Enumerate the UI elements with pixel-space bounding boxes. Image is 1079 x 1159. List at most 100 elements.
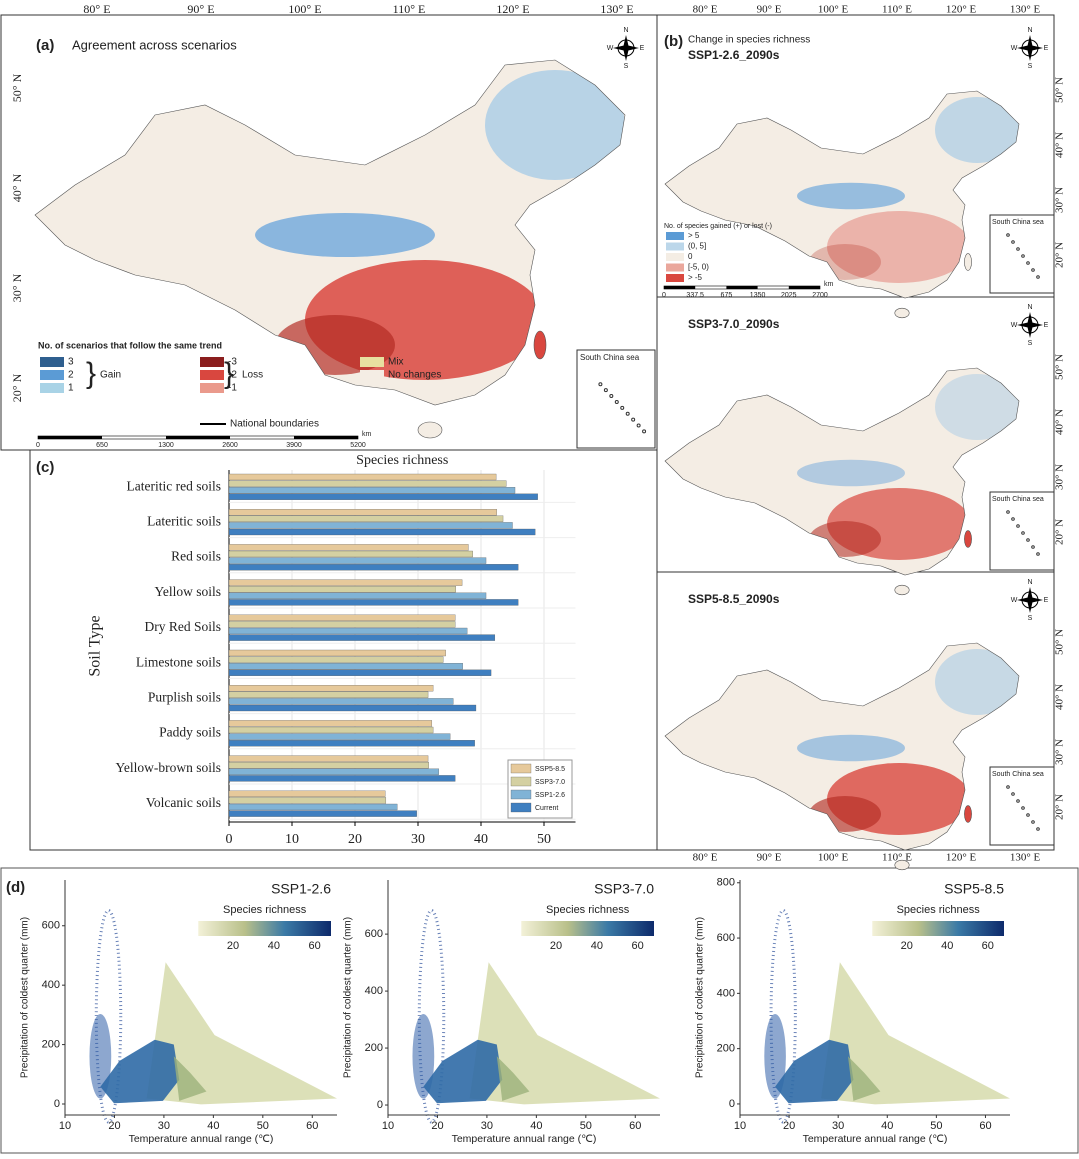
y-tick-label: 600 xyxy=(717,932,735,944)
scale-label: 2025 xyxy=(781,292,797,299)
panel-title: Agreement across scenarios xyxy=(72,37,237,52)
lat-label: 50° N xyxy=(1054,354,1066,380)
y-tick-label: Dry Red Soils xyxy=(144,619,221,634)
scale-bar xyxy=(664,286,696,289)
lon-label: 90° E xyxy=(757,852,782,864)
legend-brace: } xyxy=(86,357,96,390)
compass-label: S xyxy=(1028,615,1033,622)
y-tick-label: Red soils xyxy=(171,549,221,564)
y-tick-label: 400 xyxy=(717,987,735,999)
bar xyxy=(228,586,456,593)
y-tick-label: 200 xyxy=(42,1038,60,1050)
lat-label: 30° N xyxy=(1054,739,1066,765)
inset-frame xyxy=(989,214,1055,294)
bar xyxy=(228,614,456,621)
lon-label: 120° E xyxy=(496,2,529,16)
x-tick-label: 50 xyxy=(580,1120,592,1132)
point-cloud xyxy=(848,1056,881,1101)
bar xyxy=(228,762,429,769)
map xyxy=(34,59,626,439)
lat-label: 40° N xyxy=(1054,684,1066,710)
lon-label: 90° E xyxy=(757,4,782,16)
legend-swatch xyxy=(666,263,684,272)
boundary xyxy=(664,367,1020,576)
y-tick-label: Limestone soils xyxy=(136,654,221,669)
bar xyxy=(228,515,504,522)
bar xyxy=(228,599,519,606)
boundary xyxy=(34,59,626,406)
x-tick-label: 30 xyxy=(481,1120,493,1132)
lat-label: 30° N xyxy=(1054,187,1066,213)
island xyxy=(1031,268,1035,272)
island xyxy=(636,423,641,428)
loss-region xyxy=(809,244,881,280)
lon-label: 130° E xyxy=(1010,4,1041,16)
gain-region xyxy=(935,374,1019,440)
colorbar-tick-label: 60 xyxy=(632,940,644,952)
y-tick-label: Yellow-brown soils xyxy=(115,760,221,775)
island xyxy=(603,388,608,393)
legend-swatch xyxy=(200,357,224,367)
legend-label: 1 xyxy=(68,383,74,394)
island xyxy=(1011,517,1015,521)
legend-label: 0 xyxy=(688,252,693,261)
legend-swatch xyxy=(510,802,532,813)
legend-label: Current xyxy=(535,805,558,812)
loss-region xyxy=(827,211,971,283)
legend-label: SSP1-2.6 xyxy=(535,792,565,799)
legend-label: [-5, 0) xyxy=(688,263,709,272)
chart-layer: 80° E 90° E 100° E 110° E 120° E 130° E 50° N 4… xyxy=(6,2,1066,1145)
y-tick-label: 600 xyxy=(42,920,60,932)
colorbar-title: Species richness xyxy=(223,904,307,916)
scale-label: 0 xyxy=(662,292,666,299)
x-tick-label: 50 xyxy=(930,1120,942,1132)
hainan xyxy=(894,584,910,596)
compass-label: N xyxy=(1027,27,1032,34)
bar xyxy=(228,803,398,811)
island xyxy=(1021,806,1025,810)
x-tick-label: 20 xyxy=(431,1120,443,1132)
y-tick-label: 0 xyxy=(54,1098,60,1110)
lon-label: 130° E xyxy=(600,2,633,16)
lat-label: 20° N xyxy=(10,373,24,402)
bar xyxy=(228,649,446,657)
chart-title: SSP3-7.0 xyxy=(594,881,654,897)
scale-label: 5200 xyxy=(350,442,366,449)
scale-label: 337.5 xyxy=(686,292,704,299)
legend-swatch xyxy=(40,370,64,380)
colorbar-tick-label: 60 xyxy=(309,940,321,952)
lat-label: 40° N xyxy=(1054,409,1066,435)
x-tick-label: 30 xyxy=(158,1120,170,1132)
y-tick-label: Volcanic soils xyxy=(146,795,221,810)
island xyxy=(1036,827,1040,831)
lon-label: 130° E xyxy=(1010,852,1041,864)
x-axis-label: Temperature annual range (℃) xyxy=(452,1133,597,1145)
legend-group: Gain xyxy=(100,370,121,381)
point-cloud xyxy=(496,1056,530,1101)
y-tick-label: 800 xyxy=(717,877,735,889)
x-tick-label: 40 xyxy=(207,1120,219,1132)
colorbar xyxy=(198,921,331,936)
colorbar-title: Species richness xyxy=(897,904,981,916)
bar xyxy=(228,810,417,817)
legend-swatch xyxy=(666,232,684,240)
point-cloud xyxy=(146,962,337,1105)
bar xyxy=(228,733,451,740)
island xyxy=(1021,531,1025,535)
island xyxy=(1006,510,1010,514)
legend-label: Mix xyxy=(388,357,404,368)
y-tick-label: Paddy soils xyxy=(159,725,221,740)
compass-label: N xyxy=(623,27,628,34)
bar xyxy=(228,621,456,628)
legend-swatch xyxy=(200,370,224,380)
island xyxy=(642,429,647,434)
x-tick-label: 30 xyxy=(832,1120,844,1132)
taiwan xyxy=(533,330,547,360)
compass-label: E xyxy=(640,45,645,52)
y-axis-label: Precipitation of coldest quarter (mm) xyxy=(695,917,706,1078)
bar xyxy=(228,740,475,747)
x-tick-label: 20 xyxy=(108,1120,120,1132)
colorbar-tick-label: 40 xyxy=(591,940,603,952)
legend-swatch xyxy=(40,357,64,367)
x-tick-label: 40 xyxy=(474,832,488,847)
